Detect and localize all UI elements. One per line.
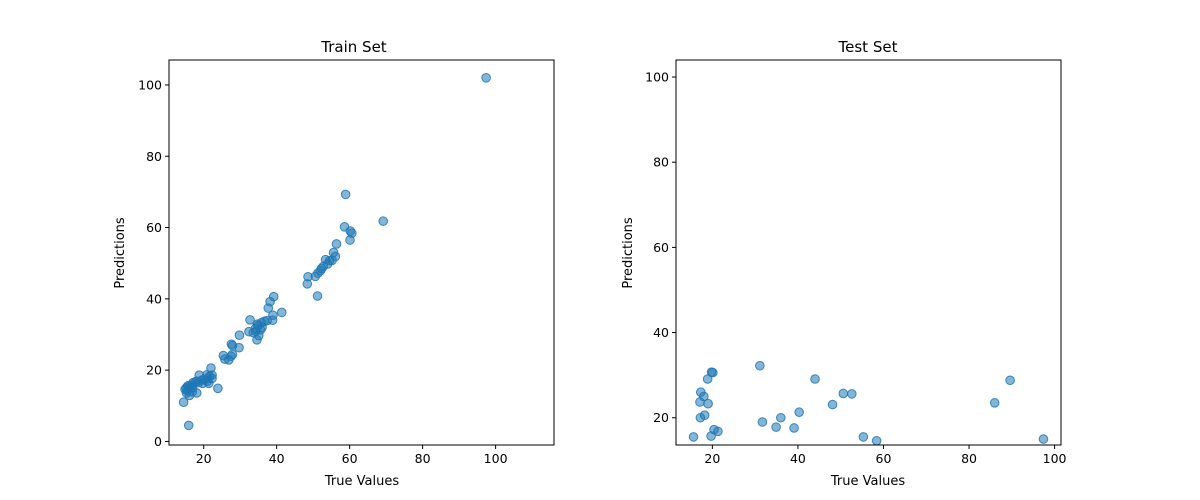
scatter-point bbox=[771, 422, 781, 432]
x-axis-label: True Values bbox=[830, 474, 905, 489]
scatter-point bbox=[245, 315, 255, 325]
x-tick-label: 40 bbox=[269, 451, 285, 466]
y-axis-label: Predictions bbox=[113, 217, 128, 289]
scatter-point bbox=[481, 73, 491, 83]
scatter-point bbox=[203, 378, 214, 389]
scatter-point bbox=[183, 420, 194, 431]
scatter-point bbox=[178, 397, 189, 408]
y-tick-label: 20 bbox=[146, 363, 162, 378]
scatter-point bbox=[707, 367, 718, 378]
x-tick-label: 20 bbox=[196, 451, 212, 466]
scatter-point bbox=[331, 239, 342, 249]
scatter-point bbox=[302, 279, 313, 289]
y-tick-label: 60 bbox=[146, 220, 162, 235]
y-tick-label: 40 bbox=[146, 291, 162, 306]
scatter-point bbox=[695, 412, 706, 423]
y-tick-label: 0 bbox=[154, 434, 162, 449]
scatter-point bbox=[706, 431, 716, 441]
scatter-point bbox=[789, 423, 799, 433]
x-tick-label: 80 bbox=[415, 451, 431, 466]
x-tick-label: 20 bbox=[704, 451, 720, 466]
x-axis-label: True Values bbox=[324, 474, 399, 489]
scatter-point bbox=[1005, 375, 1015, 386]
plot-frame bbox=[675, 59, 1062, 446]
scatter-point bbox=[378, 216, 389, 226]
x-tick-label: 40 bbox=[790, 451, 806, 466]
scatter-point bbox=[191, 388, 202, 398]
scatter-point bbox=[827, 399, 838, 410]
plot-title: Test Set bbox=[838, 38, 898, 56]
scatter-point bbox=[213, 383, 223, 394]
scatter-point bbox=[838, 388, 849, 399]
y-tick-label: 60 bbox=[653, 240, 669, 255]
y-axis-label: Predictions bbox=[621, 217, 636, 289]
scatter-point bbox=[276, 307, 287, 318]
scatter-point bbox=[312, 291, 323, 301]
scatter-point bbox=[755, 360, 765, 371]
x-tick-label: 80 bbox=[961, 451, 977, 466]
scatter-point bbox=[688, 432, 699, 442]
y-tick-label: 80 bbox=[146, 149, 162, 164]
y-tick-label: 100 bbox=[138, 77, 162, 92]
train-set-plot: Train Set True Values Predictions 20 40 60… bbox=[113, 38, 555, 489]
scatter-point bbox=[234, 330, 245, 341]
y-tick-label: 100 bbox=[645, 70, 669, 85]
y-tick-label: 80 bbox=[653, 155, 669, 170]
scatter-points bbox=[178, 73, 491, 431]
test-set-plot: Test Set True Values Predictions 20 40 60 8… bbox=[621, 38, 1067, 489]
scatter-point bbox=[847, 389, 857, 399]
y-tick-label: 20 bbox=[653, 410, 669, 425]
scatter-point bbox=[227, 340, 238, 351]
scatter-point bbox=[263, 303, 274, 313]
x-tick-label: 60 bbox=[342, 451, 358, 466]
scatter-point bbox=[794, 407, 805, 418]
axis-ticks: 20 40 60 80 100 20 40 60 80 100 bbox=[645, 70, 1066, 466]
plot-title: Train Set bbox=[320, 38, 387, 56]
scatter-point bbox=[252, 335, 262, 345]
scatter-point bbox=[345, 235, 355, 245]
scatter-point bbox=[218, 350, 229, 361]
scatter-point bbox=[713, 426, 723, 437]
scatter-point bbox=[340, 189, 351, 200]
scatter-point bbox=[871, 435, 882, 446]
scatter-point bbox=[757, 417, 768, 427]
scatter-point bbox=[1038, 434, 1049, 444]
scatter-point bbox=[702, 374, 713, 384]
axis-ticks: 20 40 60 80 100 0 20 40 60 80 100 bbox=[138, 77, 507, 466]
scatter-point bbox=[810, 374, 820, 384]
scatter-point bbox=[858, 432, 869, 442]
scatter-point bbox=[776, 412, 786, 423]
plot-frame bbox=[168, 59, 555, 446]
scatter-point bbox=[695, 397, 705, 407]
scatter-points bbox=[688, 360, 1049, 446]
x-tick-label: 60 bbox=[876, 451, 892, 466]
y-tick-label: 40 bbox=[653, 325, 669, 340]
x-tick-label: 100 bbox=[484, 451, 508, 466]
scatter-point bbox=[989, 398, 1000, 408]
x-tick-label: 100 bbox=[1043, 451, 1067, 466]
scatter-point bbox=[703, 398, 713, 409]
